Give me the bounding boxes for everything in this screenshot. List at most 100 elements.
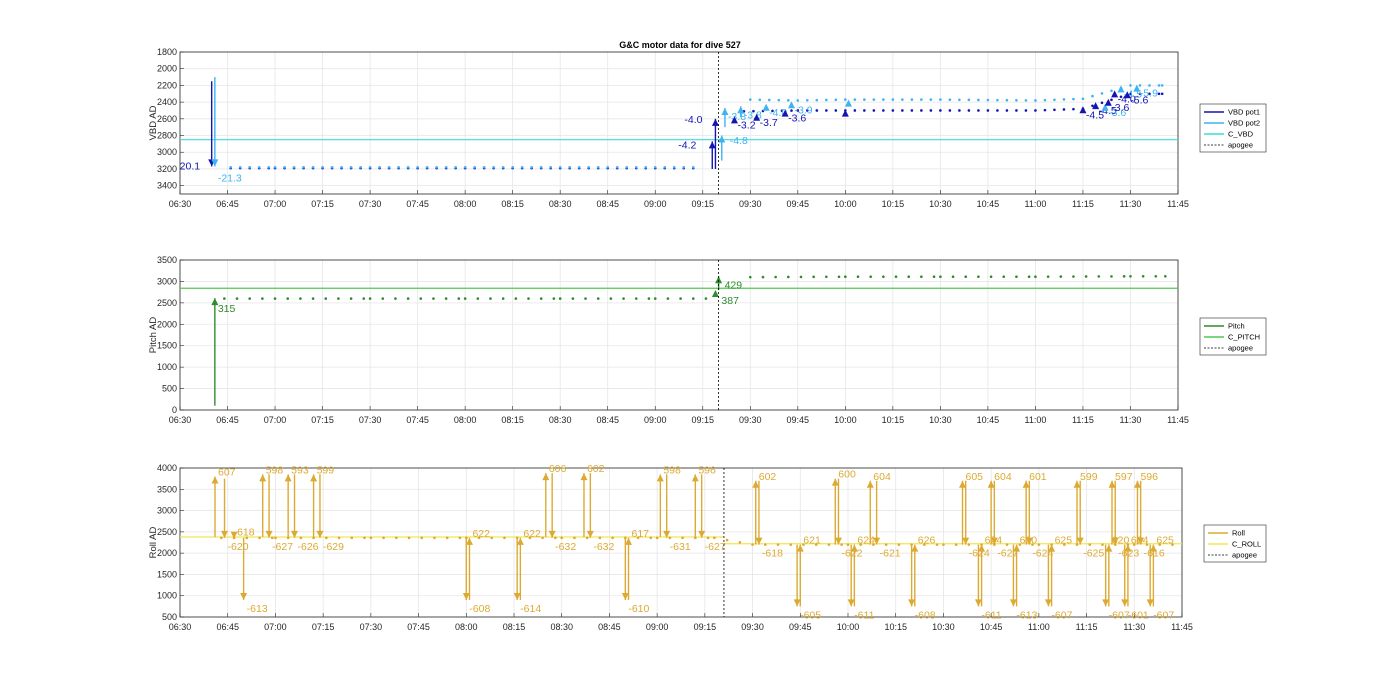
sample-point — [558, 297, 562, 300]
sample-point — [644, 165, 648, 169]
move-label: 601 — [1029, 471, 1047, 483]
move-arrow-head — [752, 480, 760, 488]
sample-point — [910, 109, 914, 112]
y-tick-label: 2800 — [157, 131, 177, 141]
sample-point — [554, 536, 557, 540]
sample-point — [425, 165, 429, 169]
sample-point — [1043, 98, 1047, 102]
sample-point — [1164, 274, 1167, 278]
x-tick-label: 09:30 — [739, 199, 762, 209]
sample-point — [1132, 543, 1136, 546]
move-label: 621 — [803, 535, 821, 547]
sample-point — [694, 536, 697, 540]
x-tick-label: 08:45 — [596, 415, 619, 425]
sample-point — [596, 297, 600, 300]
sample-point — [763, 543, 767, 546]
sample-point — [649, 536, 653, 540]
sample-point — [986, 109, 990, 112]
sample-point — [568, 165, 571, 169]
x-tick-label: 06:45 — [216, 622, 239, 632]
sample-point — [1015, 275, 1018, 279]
sample-point — [758, 98, 762, 102]
y-axis-label: Roll AD — [148, 527, 159, 559]
sample-point — [901, 98, 904, 101]
sample-point — [444, 165, 448, 169]
move-label: -607 — [1109, 609, 1130, 621]
y-tick-label: 2500 — [157, 527, 177, 537]
sample-point — [996, 98, 999, 102]
roll-panel: 06:30 06:45 07:00 07:15 07:30 07:45 08:00 08:15… — [148, 463, 1267, 632]
x-tick-label: 07:00 — [264, 415, 287, 425]
x-tick-label: 08:30 — [550, 622, 573, 632]
x-tick-label: 09:45 — [789, 622, 812, 632]
sample-point — [501, 297, 505, 300]
move-arrow-head — [1022, 480, 1030, 488]
sample-point — [872, 543, 875, 546]
sample-point — [1148, 92, 1151, 96]
sample-point — [663, 165, 667, 169]
sample-point — [891, 109, 895, 112]
sample-point — [920, 109, 923, 112]
sample-point — [248, 165, 252, 169]
sample-point — [273, 165, 277, 169]
sample-point — [751, 543, 754, 546]
x-tick-label: 09:15 — [691, 199, 714, 209]
sample-point — [668, 536, 672, 540]
x-tick-label: 06:30 — [169, 622, 192, 632]
sample-point — [752, 109, 755, 113]
x-tick-label: 07:30 — [359, 199, 382, 209]
sample-point — [634, 297, 638, 300]
move-label: -614 — [520, 603, 541, 615]
x-tick-label: 07:00 — [264, 622, 287, 632]
sample-point — [299, 536, 303, 540]
sample-point — [853, 98, 857, 101]
move-label: -3.8 — [728, 111, 746, 123]
sample-point — [748, 98, 752, 101]
y-tick-label: 2000 — [157, 548, 177, 558]
sample-point — [713, 536, 716, 540]
sample-point — [596, 165, 600, 169]
move-arrow-head — [1102, 599, 1110, 607]
move-label: -605 — [800, 609, 821, 621]
sample-point — [789, 543, 793, 546]
sample-point — [549, 165, 552, 169]
sample-point — [1005, 109, 1009, 112]
sample-point — [1018, 543, 1022, 546]
move-label: 20.1 — [180, 160, 201, 172]
move-arrow-head — [708, 141, 716, 149]
sample-point — [977, 275, 980, 279]
sample-point — [476, 297, 480, 300]
sample-point — [856, 275, 860, 279]
legend-entry: C_PITCH — [1228, 333, 1260, 342]
sample-point — [853, 109, 857, 112]
legend-entry: apogee — [1228, 141, 1253, 150]
move-arrow-head — [1111, 537, 1119, 545]
sample-point — [1157, 84, 1161, 87]
move-label: -607 — [1051, 609, 1072, 621]
move-arrow-head — [211, 159, 219, 167]
x-tick-label: 10:30 — [929, 199, 952, 209]
y-tick-label: 2600 — [157, 114, 177, 124]
y-tick-label: 1500 — [157, 341, 177, 351]
sample-point — [989, 275, 993, 279]
move-label: 626 — [918, 535, 936, 547]
move-label: -21.3 — [218, 172, 242, 184]
move-label: -620 — [228, 541, 249, 553]
sample-point — [799, 275, 803, 279]
sample-point — [267, 165, 271, 169]
move-label: -611 — [854, 609, 874, 621]
move-arrow-head — [621, 592, 629, 600]
sample-point — [790, 109, 793, 112]
x-tick-label: 10:30 — [932, 622, 955, 632]
y-tick-label: 1000 — [157, 591, 177, 601]
axes-frame — [179, 467, 1183, 618]
sample-point — [432, 297, 435, 300]
move-arrow-head — [516, 537, 524, 545]
sample-point — [416, 165, 419, 169]
sample-point — [634, 165, 638, 169]
sample-point — [340, 165, 343, 169]
sample-point — [1005, 543, 1009, 546]
y-axis-label: Pitch AD — [148, 317, 159, 354]
move-label: 617 — [632, 528, 650, 540]
x-tick-label: 11:00 — [1028, 622, 1050, 632]
